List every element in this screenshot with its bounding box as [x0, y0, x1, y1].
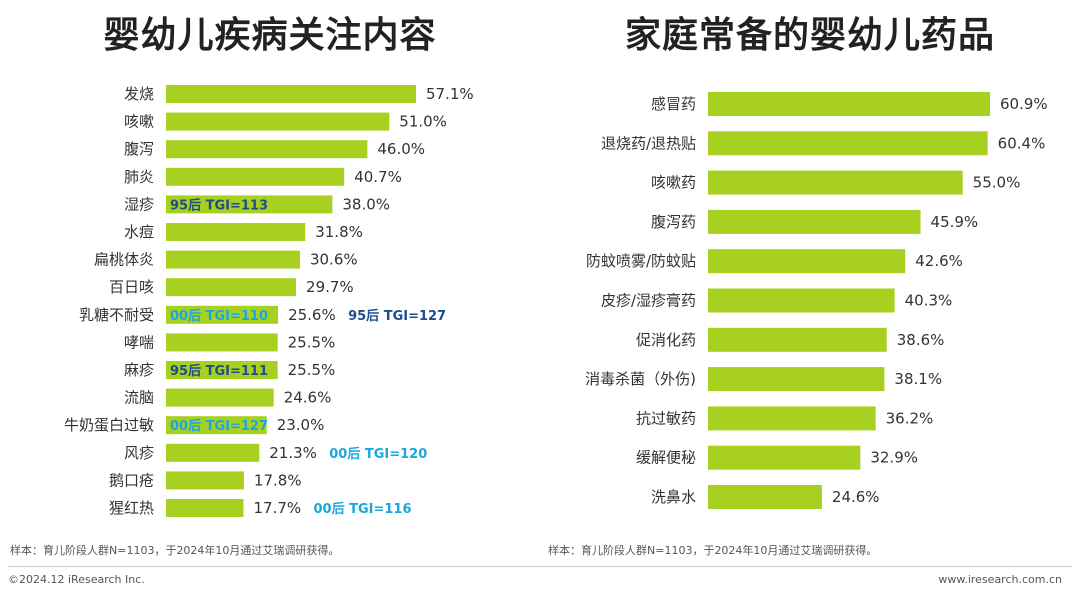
category-label: 皮疹/湿疹膏药 — [601, 292, 696, 310]
bar — [708, 249, 906, 274]
value-label: 46.0% — [377, 140, 425, 158]
value-label: 32.9% — [870, 449, 918, 467]
category-label: 防蚊喷雾/防蚊贴 — [586, 252, 696, 270]
bar — [166, 499, 244, 517]
bar — [708, 131, 988, 156]
right-chart-title: 家庭常备的婴幼儿药品 — [624, 15, 995, 56]
bar — [166, 388, 274, 407]
bar — [166, 305, 279, 324]
bar — [166, 195, 333, 214]
value-label: 60.9% — [1000, 95, 1048, 113]
value-label: 38.1% — [894, 370, 942, 388]
value-label: 36.2% — [886, 409, 934, 427]
tgi-annotation: 00后 TGI=116 — [313, 501, 411, 517]
bar — [166, 471, 244, 490]
category-label: 发烧 — [124, 85, 154, 103]
bar — [708, 406, 876, 431]
left-chart-title: 婴幼儿疾病关注内容 — [103, 15, 437, 56]
value-label: 24.6% — [284, 389, 332, 407]
category-label: 腹泻 — [124, 140, 154, 158]
category-label: 流脑 — [124, 389, 154, 407]
bar — [166, 278, 297, 297]
bar — [708, 92, 990, 116]
category-label: 牛奶蛋白过敏 — [64, 416, 154, 434]
value-label: 30.6% — [310, 251, 358, 269]
value-label: 17.7% — [253, 499, 301, 517]
value-label: 31.8% — [315, 223, 363, 241]
category-label: 感冒药 — [651, 95, 696, 113]
bar — [166, 250, 300, 269]
tgi-annotation: 95后 TGI=111 — [170, 363, 268, 379]
category-label: 乳糖不耐受 — [79, 306, 154, 324]
tgi-annotation: 00后 TGI=110 — [170, 308, 268, 324]
value-label: 57.1% — [426, 85, 474, 103]
bar — [708, 288, 895, 313]
bar — [166, 167, 345, 186]
category-label: 风疹 — [124, 444, 154, 462]
category-label: 咳嗽药 — [651, 174, 696, 192]
category-label: 水痘 — [124, 223, 154, 241]
value-label: 23.0% — [277, 416, 325, 434]
category-label: 消毒杀菌（外伤) — [585, 370, 696, 388]
value-label: 25.6% — [288, 306, 336, 324]
category-label: 猩红热 — [109, 499, 154, 517]
tgi-annotation: 00后 TGI=120 — [329, 446, 427, 462]
tgi-annotation: 95后 TGI=127 — [348, 308, 446, 324]
value-label: 38.0% — [342, 195, 390, 213]
value-label: 25.5% — [288, 333, 336, 351]
value-label: 17.8% — [254, 471, 302, 489]
footer-divider — [8, 566, 1072, 567]
bar — [166, 140, 368, 159]
value-label: 45.9% — [931, 213, 979, 231]
category-label: 肺炎 — [124, 168, 154, 186]
bar — [708, 485, 822, 509]
footer-website: www.iresearch.com.cn — [938, 573, 1062, 586]
value-label: 55.0% — [973, 174, 1021, 192]
value-label: 25.5% — [288, 361, 336, 379]
bar — [166, 443, 260, 462]
value-label: 29.7% — [306, 278, 354, 296]
category-label: 湿疹 — [124, 195, 154, 213]
bar — [708, 327, 887, 352]
category-label: 鹅口疮 — [109, 471, 154, 489]
category-label: 百日咳 — [109, 278, 154, 296]
category-label: 抗过敏药 — [636, 409, 696, 427]
bar — [708, 170, 963, 195]
category-label: 促消化药 — [636, 331, 696, 349]
value-label: 51.0% — [399, 113, 447, 131]
value-label: 60.4% — [998, 134, 1046, 152]
tgi-annotation: 00后 TGI=127 — [170, 418, 268, 434]
left-sample-note: 样本：育儿阶段人群N=1103，于2024年10月通过艾瑞调研获得。 — [10, 544, 340, 557]
value-label: 42.6% — [915, 252, 963, 270]
tgi-annotation: 95后 TGI=113 — [170, 197, 268, 213]
category-label: 麻疹 — [124, 361, 154, 379]
value-label: 38.6% — [897, 331, 945, 349]
category-label: 退烧药/退热贴 — [601, 134, 696, 152]
bar — [166, 416, 267, 435]
footer-copyright: ©2024.12 iResearch Inc. — [8, 573, 145, 586]
category-label: 咳嗽 — [124, 113, 154, 131]
bar — [166, 223, 306, 241]
bar — [166, 361, 278, 379]
value-label: 24.6% — [832, 488, 880, 506]
category-label: 扁桃体炎 — [94, 251, 154, 269]
value-label: 21.3% — [269, 444, 317, 462]
bar — [708, 445, 861, 470]
value-label: 40.7% — [354, 168, 402, 186]
bar — [708, 367, 885, 392]
bar — [166, 85, 416, 103]
category-label: 哮喘 — [124, 333, 154, 351]
category-label: 腹泻药 — [651, 213, 696, 231]
bar — [166, 112, 390, 131]
value-label: 40.3% — [905, 292, 953, 310]
bar — [166, 333, 278, 352]
right-sample-note: 样本：育儿阶段人群N=1103，于2024年10月通过艾瑞调研获得。 — [548, 544, 878, 557]
bar — [708, 209, 921, 234]
category-label: 洗鼻水 — [651, 488, 696, 506]
category-label: 缓解便秘 — [636, 449, 696, 467]
